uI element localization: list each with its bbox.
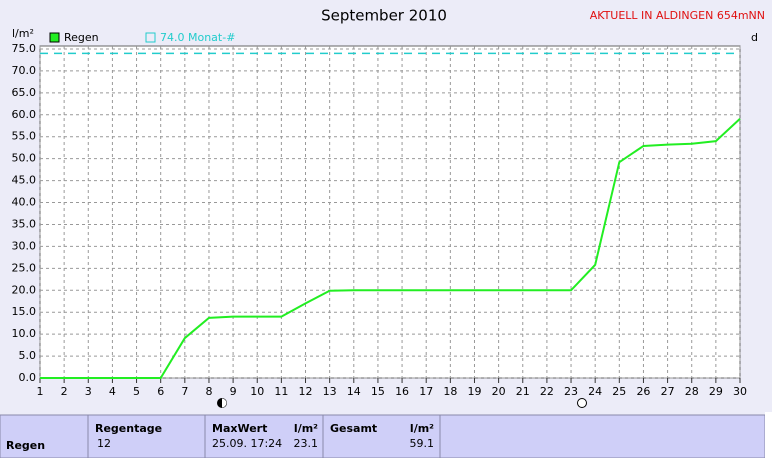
x-tick-label: 2 xyxy=(61,385,68,398)
cell: 23.1 xyxy=(294,437,319,450)
cell: 12 xyxy=(97,437,111,450)
x-tick-label: 24 xyxy=(588,385,602,398)
x-tick-label: 7 xyxy=(181,385,188,398)
y-tick-label: 25.0 xyxy=(12,261,37,274)
legend-label: Regen xyxy=(64,31,99,44)
x-tick-label: 5 xyxy=(133,385,140,398)
header: Regentage xyxy=(95,422,162,435)
x-tick-label: 6 xyxy=(157,385,164,398)
legend-swatch xyxy=(145,32,156,43)
table-bg xyxy=(0,414,766,458)
x-tick-label: 27 xyxy=(661,385,675,398)
x-tick-label: 12 xyxy=(299,385,313,398)
x-tick-label: 29 xyxy=(709,385,723,398)
data-line xyxy=(40,118,741,379)
moon-icon xyxy=(577,398,587,408)
y-tick-label: 0.0 xyxy=(19,371,37,384)
x-tick-label: 30 xyxy=(733,385,747,398)
y-tick-label: 50.0 xyxy=(12,152,37,165)
y-tick-label: 75.0 xyxy=(12,42,37,55)
header: l/m² xyxy=(294,422,318,435)
x-tick-label: 1 xyxy=(37,385,44,398)
chart: September 2010 AKTUELL IN ALDINGEN 654mN… xyxy=(12,7,765,408)
x-tick-label: 21 xyxy=(516,385,530,398)
x-tick-label: 14 xyxy=(347,385,361,398)
x-tick-label: 19 xyxy=(467,385,481,398)
y-tick-label: 40.0 xyxy=(12,196,37,209)
legend-label: 74.0 Monat-# xyxy=(160,31,235,44)
x-tick-label: 20 xyxy=(492,385,506,398)
x-tick-label: 10 xyxy=(250,385,264,398)
y-tick-label: 35.0 xyxy=(12,217,37,230)
x-tick-label: 13 xyxy=(323,385,337,398)
x-tick-label: 28 xyxy=(685,385,699,398)
chart-title: September 2010 xyxy=(321,7,447,25)
header: l/m² xyxy=(410,422,434,435)
scroll-edge xyxy=(765,412,772,458)
y-tick-label: 15.0 xyxy=(12,305,37,318)
y-tick-label: 65.0 xyxy=(12,86,37,99)
x-tick-label: 3 xyxy=(85,385,92,398)
y-tick-label: 30.0 xyxy=(12,239,37,252)
cell: 25.09. 17:24 xyxy=(212,437,282,450)
y-tick-label: 20.0 xyxy=(12,283,37,296)
x-tick-label: 11 xyxy=(274,385,288,398)
moon-icon-half xyxy=(222,398,227,408)
station-label: AKTUELL IN ALDINGEN 654mNN xyxy=(590,9,765,22)
x-tick-label: 23 xyxy=(564,385,578,398)
y-tick-label: 70.0 xyxy=(12,64,37,77)
y-axis-label: l/m² xyxy=(12,27,34,40)
plot-area xyxy=(39,45,741,379)
x-tick-label: 18 xyxy=(443,385,457,398)
cell: 59.1 xyxy=(410,437,435,450)
x-tick-label: 17 xyxy=(419,385,433,398)
x-tick-label: 26 xyxy=(636,385,650,398)
x-tick-label: 22 xyxy=(540,385,554,398)
y-tick-label: 60.0 xyxy=(12,108,37,121)
summary-table: Regen Regentage MaxWert l/m² Gesamt l/m²… xyxy=(0,412,772,458)
x-axis-label: d xyxy=(751,31,758,44)
legend-swatch xyxy=(49,32,60,43)
x-tick-label: 16 xyxy=(395,385,409,398)
header: Gesamt xyxy=(330,422,377,435)
x-tick-label: 8 xyxy=(205,385,212,398)
x-tick-label: 9 xyxy=(230,385,237,398)
y-tick-label: 10.0 xyxy=(12,327,37,340)
x-tick-label: 25 xyxy=(612,385,626,398)
x-tick-label: 4 xyxy=(109,385,116,398)
y-tick-label: 5.0 xyxy=(19,349,37,362)
row-label: Regen xyxy=(6,439,45,452)
y-tick-label: 55.0 xyxy=(12,130,37,143)
y-tick-label: 45.0 xyxy=(12,174,37,187)
x-tick-label: 15 xyxy=(371,385,385,398)
header: MaxWert xyxy=(212,422,267,435)
